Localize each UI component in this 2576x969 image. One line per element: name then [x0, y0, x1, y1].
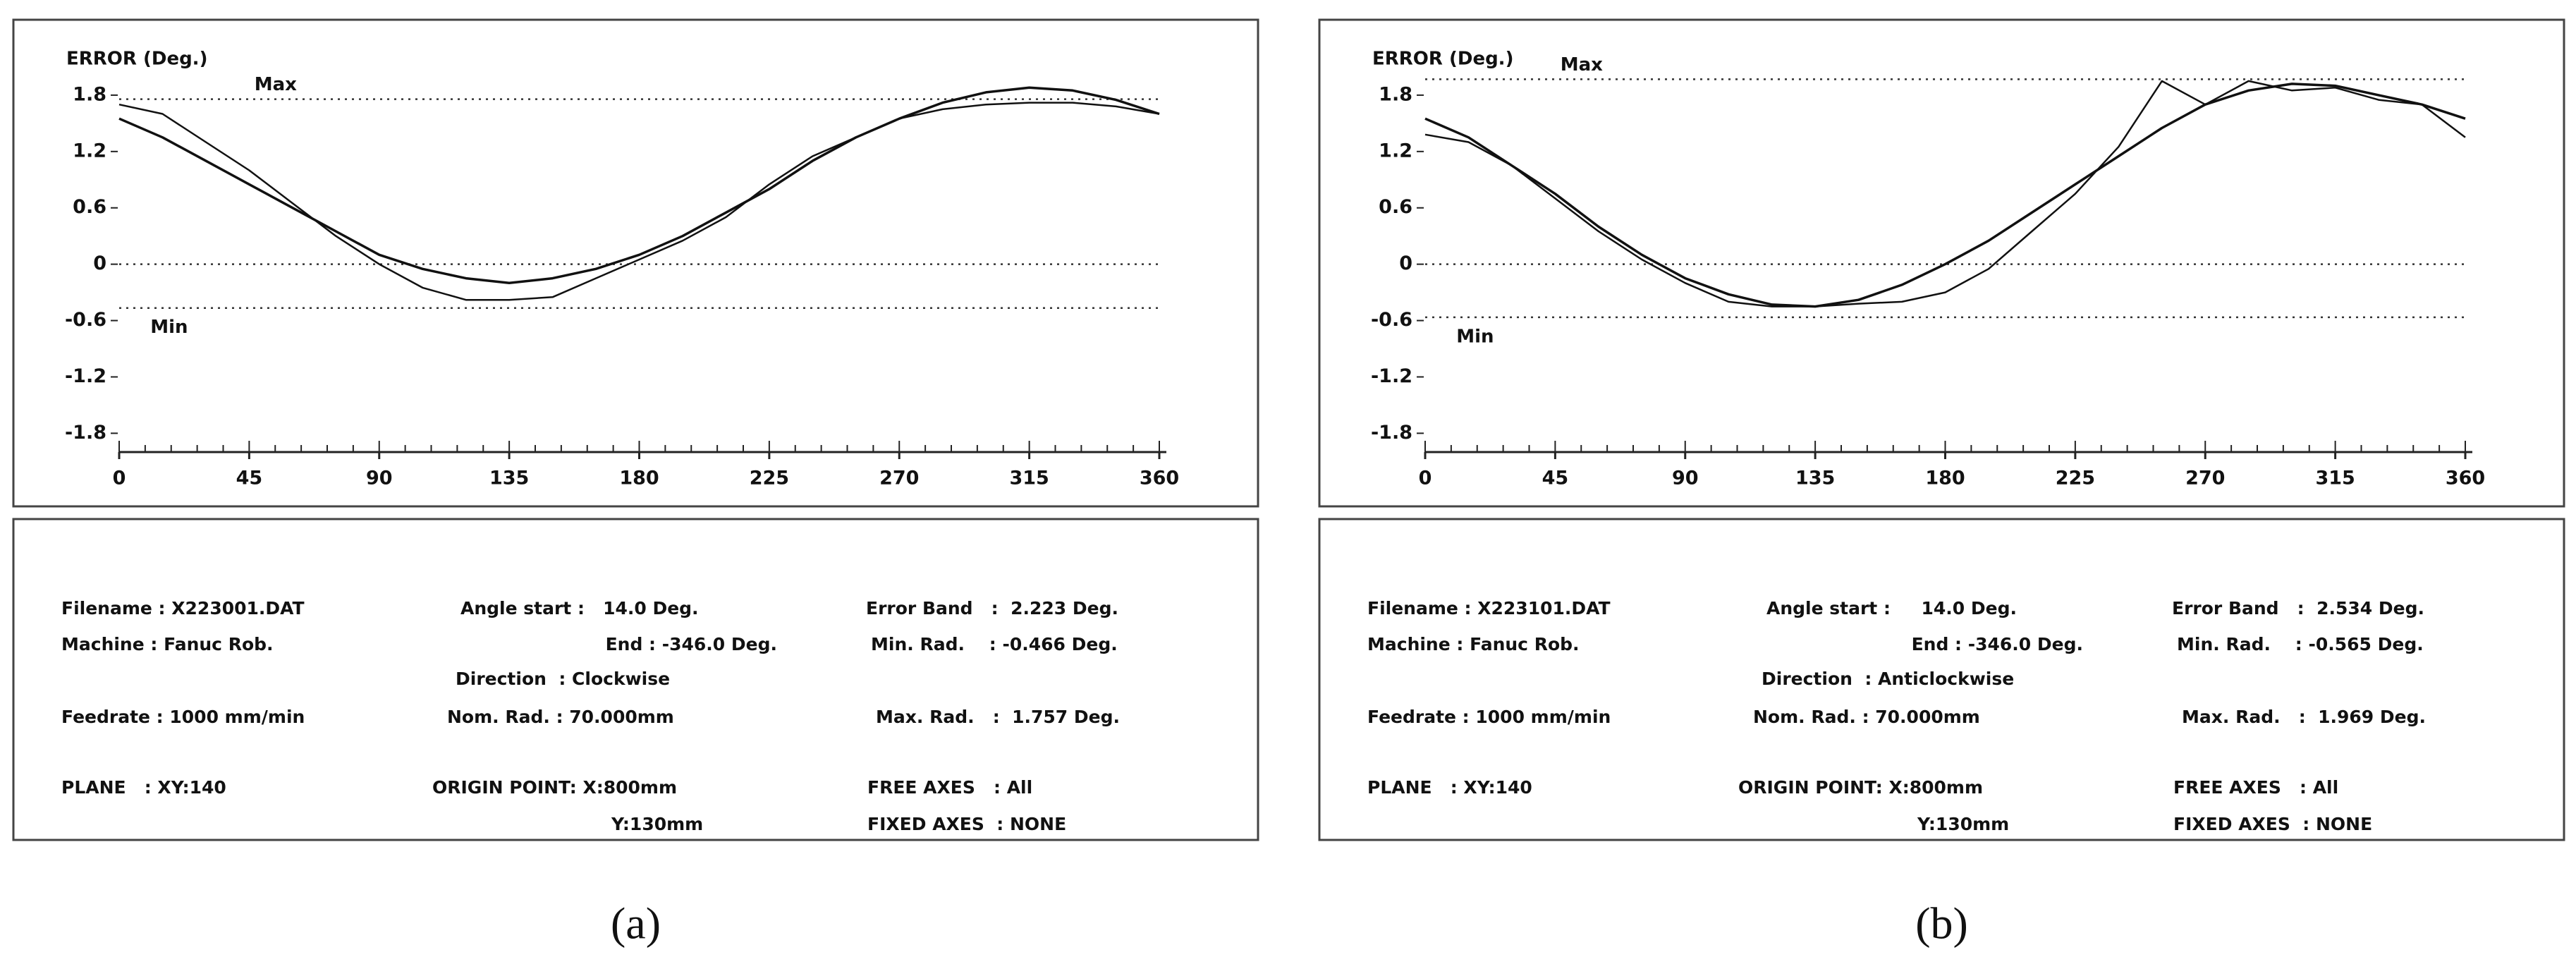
x-tick-label: 225	[750, 468, 789, 489]
y-tick-label: 0	[93, 252, 106, 274]
y-tick-label: -1.2	[1371, 365, 1412, 387]
info-frame	[12, 518, 1259, 841]
caption: (a)	[611, 898, 661, 949]
y-tick-label: -1.8	[65, 422, 106, 444]
y-tick-label: 1.2	[1379, 140, 1412, 162]
x-tick-label: 0	[113, 468, 126, 489]
x-tick-label: 45	[236, 468, 263, 489]
info-text: Direction : Anticlockwise	[1762, 669, 2014, 689]
info-text: Feedrate : 1000 mm/min	[61, 707, 305, 727]
x-tick-label: 135	[489, 468, 529, 489]
y-tick-label: -0.6	[1371, 309, 1412, 331]
info-text: Machine : Fanuc Rob.	[1367, 634, 1580, 654]
x-tick-label: 0	[1419, 468, 1432, 489]
x-tick-label: 180	[619, 468, 659, 489]
info-text: Machine : Fanuc Rob.	[61, 634, 274, 654]
min-line-label: Min	[150, 317, 188, 338]
info-text: FREE AXES : All	[2173, 777, 2338, 798]
x-tick-label: 315	[2315, 468, 2355, 489]
y-tick-label: 1.8	[73, 83, 106, 105]
info-text: FREE AXES : All	[867, 777, 1032, 798]
x-tick-label: 270	[2185, 468, 2225, 489]
info-frame	[1318, 518, 2565, 841]
y-tick-label: -1.2	[65, 365, 106, 387]
info-text: ORIGIN POINT: X:800mm	[1738, 777, 1983, 798]
series-line	[1424, 80, 2466, 307]
chart-frame	[1318, 18, 2565, 508]
info-text: End : -346.0 Deg.	[606, 634, 777, 654]
x-tick-label: 90	[1672, 468, 1699, 489]
info-text: PLANE : XY:140	[1367, 777, 1532, 798]
y-tick-label: 1.2	[73, 140, 106, 162]
info-text: Max. Rad. : 1.757 Deg.	[876, 707, 1120, 727]
series-line	[118, 86, 1160, 285]
min-line-label: Min	[1456, 326, 1494, 347]
info-text: Angle start : 14.0 Deg.	[460, 598, 699, 618]
x-tick-label: 180	[1925, 468, 1965, 489]
y-tick-label: -1.8	[1371, 422, 1412, 444]
info-text: Nom. Rad. : 70.000mm	[447, 707, 674, 727]
info-text: FIXED AXES : NONE	[2173, 814, 2372, 834]
info-text: Nom. Rad. : 70.000mm	[1753, 707, 1980, 727]
y-tick-label: 0	[1399, 252, 1412, 274]
info-text: Y:130mm	[1917, 814, 2009, 834]
x-tick-label: 360	[2446, 468, 2485, 489]
x-tick-label: 225	[2056, 468, 2095, 489]
info-text: Feedrate : 1000 mm/min	[1367, 707, 1611, 727]
x-tick-label: 45	[1542, 468, 1569, 489]
info-text: Direction : Clockwise	[456, 669, 670, 689]
info-text: Filename : X223101.DAT	[1367, 598, 1611, 618]
info-text: Min. Rad. : -0.466 Deg.	[871, 634, 1118, 654]
info-text: Error Band : 2.534 Deg.	[2172, 598, 2424, 618]
y-axis-label: ERROR (Deg.)	[1372, 49, 1513, 70]
info-text: Angle start : 14.0 Deg.	[1766, 598, 2017, 618]
y-tick-label: 0.6	[73, 196, 106, 218]
y-axis-label: ERROR (Deg.)	[66, 49, 207, 70]
info-text: Y:130mm	[611, 814, 703, 834]
x-tick-label: 315	[1009, 468, 1049, 489]
chart-frame	[12, 18, 1259, 508]
x-tick-label: 360	[1140, 468, 1179, 489]
x-tick-label: 90	[366, 468, 393, 489]
info-text: PLANE : XY:140	[61, 777, 226, 798]
y-tick-label: 0.6	[1379, 196, 1412, 218]
caption: (b)	[1915, 898, 1968, 949]
info-text: Min. Rad. : -0.565 Deg.	[2177, 634, 2424, 654]
max-line-label: Max	[255, 74, 297, 95]
info-text: ORIGIN POINT: X:800mm	[432, 777, 677, 798]
x-tick-label: 270	[879, 468, 919, 489]
info-text: Filename : X223001.DAT	[61, 598, 305, 618]
x-tick-label: 135	[1795, 468, 1835, 489]
y-tick-label: -0.6	[65, 309, 106, 331]
info-text: FIXED AXES : NONE	[867, 814, 1066, 834]
info-text: Error Band : 2.223 Deg.	[866, 598, 1118, 618]
series-line	[118, 102, 1160, 301]
series-line	[1424, 83, 2466, 308]
y-tick-label: 1.8	[1379, 83, 1412, 105]
info-text: End : -346.0 Deg.	[1912, 634, 2083, 654]
info-text: Max. Rad. : 1.969 Deg.	[2182, 707, 2426, 727]
max-line-label: Max	[1561, 54, 1603, 75]
